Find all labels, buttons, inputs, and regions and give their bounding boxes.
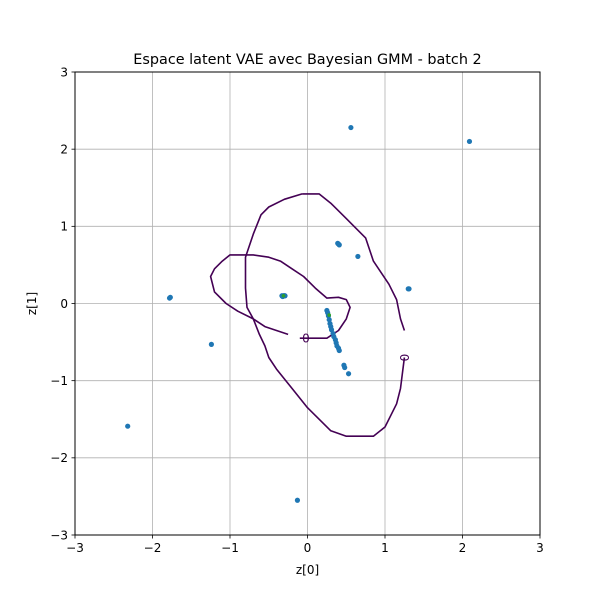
scatter-point	[336, 347, 342, 354]
y-tick-label: 2	[60, 142, 68, 156]
contour-line-3	[209, 254, 351, 340]
contour-lines: 00	[209, 193, 411, 438]
contour-label-2: 0	[397, 354, 411, 362]
contour-line-2	[244, 193, 406, 438]
scatter-point	[348, 124, 354, 131]
y-tick-label: 1	[60, 220, 68, 234]
scatter-point	[281, 293, 286, 298]
scatter-point	[355, 253, 361, 260]
contour-line-1	[302, 193, 406, 331]
y-tick-label: −1	[50, 374, 68, 388]
scatter-point	[208, 341, 214, 347]
x-tick-label: −1	[221, 541, 239, 555]
x-tick-label: 0	[304, 541, 312, 555]
x-tick-label: −2	[144, 541, 162, 555]
x-tick-label: 2	[459, 541, 467, 555]
x-axis-label: z[0]	[296, 563, 319, 577]
scatter-point	[326, 317, 332, 323]
scatter-point	[345, 371, 352, 377]
scatter-point	[125, 423, 131, 429]
y-tick-label: 0	[60, 297, 68, 311]
chart-title: Espace latent VAE avec Bayesian GMM - ba…	[133, 52, 481, 68]
y-tick-label: −3	[50, 528, 68, 542]
scatter-points	[125, 124, 473, 503]
x-tick-label: 3	[536, 541, 544, 555]
scatter-point	[327, 313, 332, 317]
scatter-point	[342, 364, 348, 371]
x-tick-label: −3	[66, 541, 84, 555]
scatter-point	[167, 294, 173, 300]
contour-label-1: 0	[302, 332, 310, 346]
axis-ticks: −3 −2 −1 0 1 2 3 −3 −2 −1 0 1 2 3	[50, 65, 544, 555]
scatter-point	[336, 242, 342, 248]
y-axis-label: z[1]	[25, 292, 39, 315]
scatter-point	[406, 286, 412, 292]
scatter-point	[466, 138, 473, 145]
y-tick-label: 3	[60, 65, 68, 79]
y-tick-label: −2	[50, 451, 68, 465]
x-tick-label: 1	[381, 541, 389, 555]
scatter-point	[294, 497, 301, 503]
